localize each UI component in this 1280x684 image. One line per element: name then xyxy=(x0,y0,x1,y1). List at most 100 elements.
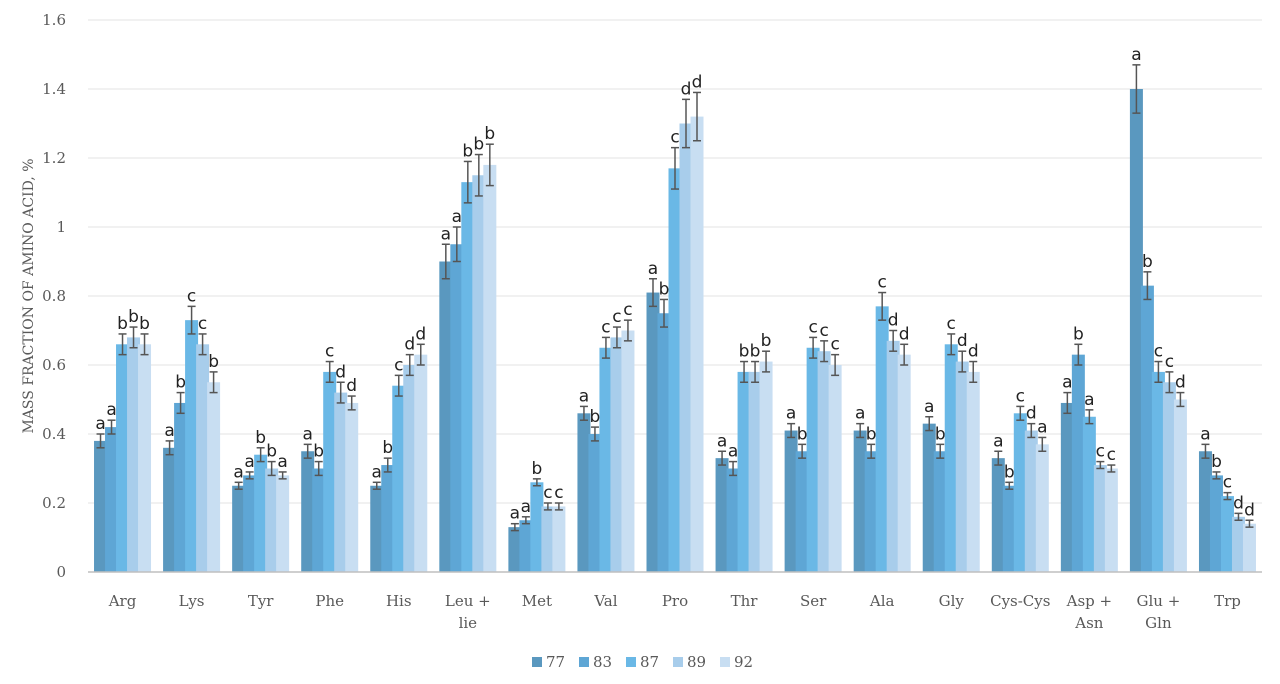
y-tick-label: 1 xyxy=(56,218,66,236)
bar xyxy=(886,340,900,572)
bar xyxy=(1093,465,1107,572)
significance-letter: a xyxy=(579,386,589,406)
bar xyxy=(185,320,199,572)
legend-item: 77 xyxy=(532,653,565,671)
significance-letter: a xyxy=(277,452,287,472)
category-label: Cys-Cys xyxy=(990,592,1050,610)
significance-letter: a xyxy=(510,504,520,524)
significance-letter: b xyxy=(484,124,495,144)
bar xyxy=(599,347,613,572)
bar xyxy=(276,475,290,572)
category-labels: Arg Lys Tyr Phe His Leu + lie Met Val Pro Thr Ser Al… xyxy=(108,592,1241,632)
bar xyxy=(690,116,704,572)
significance-letter: b xyxy=(266,442,277,462)
significance-letter: b xyxy=(1142,252,1153,272)
significance-letter: d xyxy=(1026,404,1037,424)
bar xyxy=(414,354,428,572)
significance-letter: a xyxy=(372,462,382,482)
bar xyxy=(679,123,693,572)
bar xyxy=(116,344,130,572)
bar xyxy=(370,485,384,572)
bar xyxy=(1104,468,1118,572)
bar xyxy=(1220,496,1234,572)
bar xyxy=(784,430,798,572)
bar xyxy=(127,337,141,572)
significance-letter: a xyxy=(521,497,531,517)
legend-item: 92 xyxy=(720,653,753,671)
bar xyxy=(334,392,348,572)
bar xyxy=(1035,444,1049,572)
category-label: Arg xyxy=(108,592,137,610)
significance-letter: a xyxy=(648,259,658,279)
significance-letter: d xyxy=(899,324,910,344)
bar xyxy=(737,371,751,572)
significance-letter: b xyxy=(531,459,542,479)
category-label: Tyr xyxy=(248,592,274,610)
significance-letter: a xyxy=(164,421,174,441)
significance-letter: b xyxy=(208,352,219,372)
significance-letter: d xyxy=(1175,373,1186,393)
bar xyxy=(1209,475,1223,572)
y-tick-label: 1.2 xyxy=(42,149,66,167)
significance-letter: c xyxy=(877,273,886,293)
y-tick-label: 1.6 xyxy=(42,11,66,29)
bar xyxy=(1129,89,1143,572)
bar xyxy=(875,306,889,572)
bar xyxy=(552,506,566,572)
bar xyxy=(1002,485,1016,572)
bar xyxy=(392,385,406,572)
bar xyxy=(323,371,337,572)
bar xyxy=(472,175,486,572)
bar xyxy=(966,371,980,572)
bar xyxy=(955,361,969,572)
significance-letter: b xyxy=(739,342,750,362)
bar xyxy=(668,168,682,572)
bar xyxy=(922,423,936,572)
category-label: Lys xyxy=(179,592,205,610)
bar xyxy=(759,361,773,572)
significance-letter: c xyxy=(830,335,839,355)
bar xyxy=(461,182,475,572)
y-tick-label: 0.6 xyxy=(42,356,66,374)
significance-letter: b xyxy=(1004,462,1015,482)
significance-letter: b xyxy=(797,424,808,444)
significance-letter: b xyxy=(866,424,877,444)
significance-letter: b xyxy=(750,342,761,362)
significance-letter: c xyxy=(1107,445,1116,465)
bar-group: a abc c xyxy=(508,459,566,572)
legend-label: 87 xyxy=(640,653,659,671)
category-label: Thr xyxy=(731,592,759,610)
bar xyxy=(748,371,762,572)
category-label: Val xyxy=(593,592,617,610)
significance-letter: a xyxy=(1062,373,1072,393)
legend-label: 89 xyxy=(687,653,706,671)
legend-label: 83 xyxy=(593,653,612,671)
significance-letter: c xyxy=(1096,442,1105,462)
significance-letter: c xyxy=(623,300,632,320)
significance-letter: b xyxy=(117,314,128,334)
legend-swatch xyxy=(673,657,683,667)
bar xyxy=(530,482,544,572)
bar xyxy=(1198,451,1212,572)
significance-letter: a xyxy=(441,224,451,244)
category-label: Phe xyxy=(315,592,344,610)
bar xyxy=(301,451,315,572)
bar-group: a b a c c xyxy=(1060,324,1118,572)
y-tick-label: 0 xyxy=(56,563,66,581)
significance-letter: b xyxy=(313,442,324,462)
bar xyxy=(138,344,152,572)
significance-letter: a xyxy=(924,397,934,417)
significance-letter: b xyxy=(1073,324,1084,344)
significance-letter: a xyxy=(855,404,865,424)
significance-letter: c xyxy=(554,483,563,503)
y-tick-label: 1.4 xyxy=(42,80,66,98)
category-label: Trp xyxy=(1214,592,1241,610)
legend-label: 77 xyxy=(546,653,565,671)
